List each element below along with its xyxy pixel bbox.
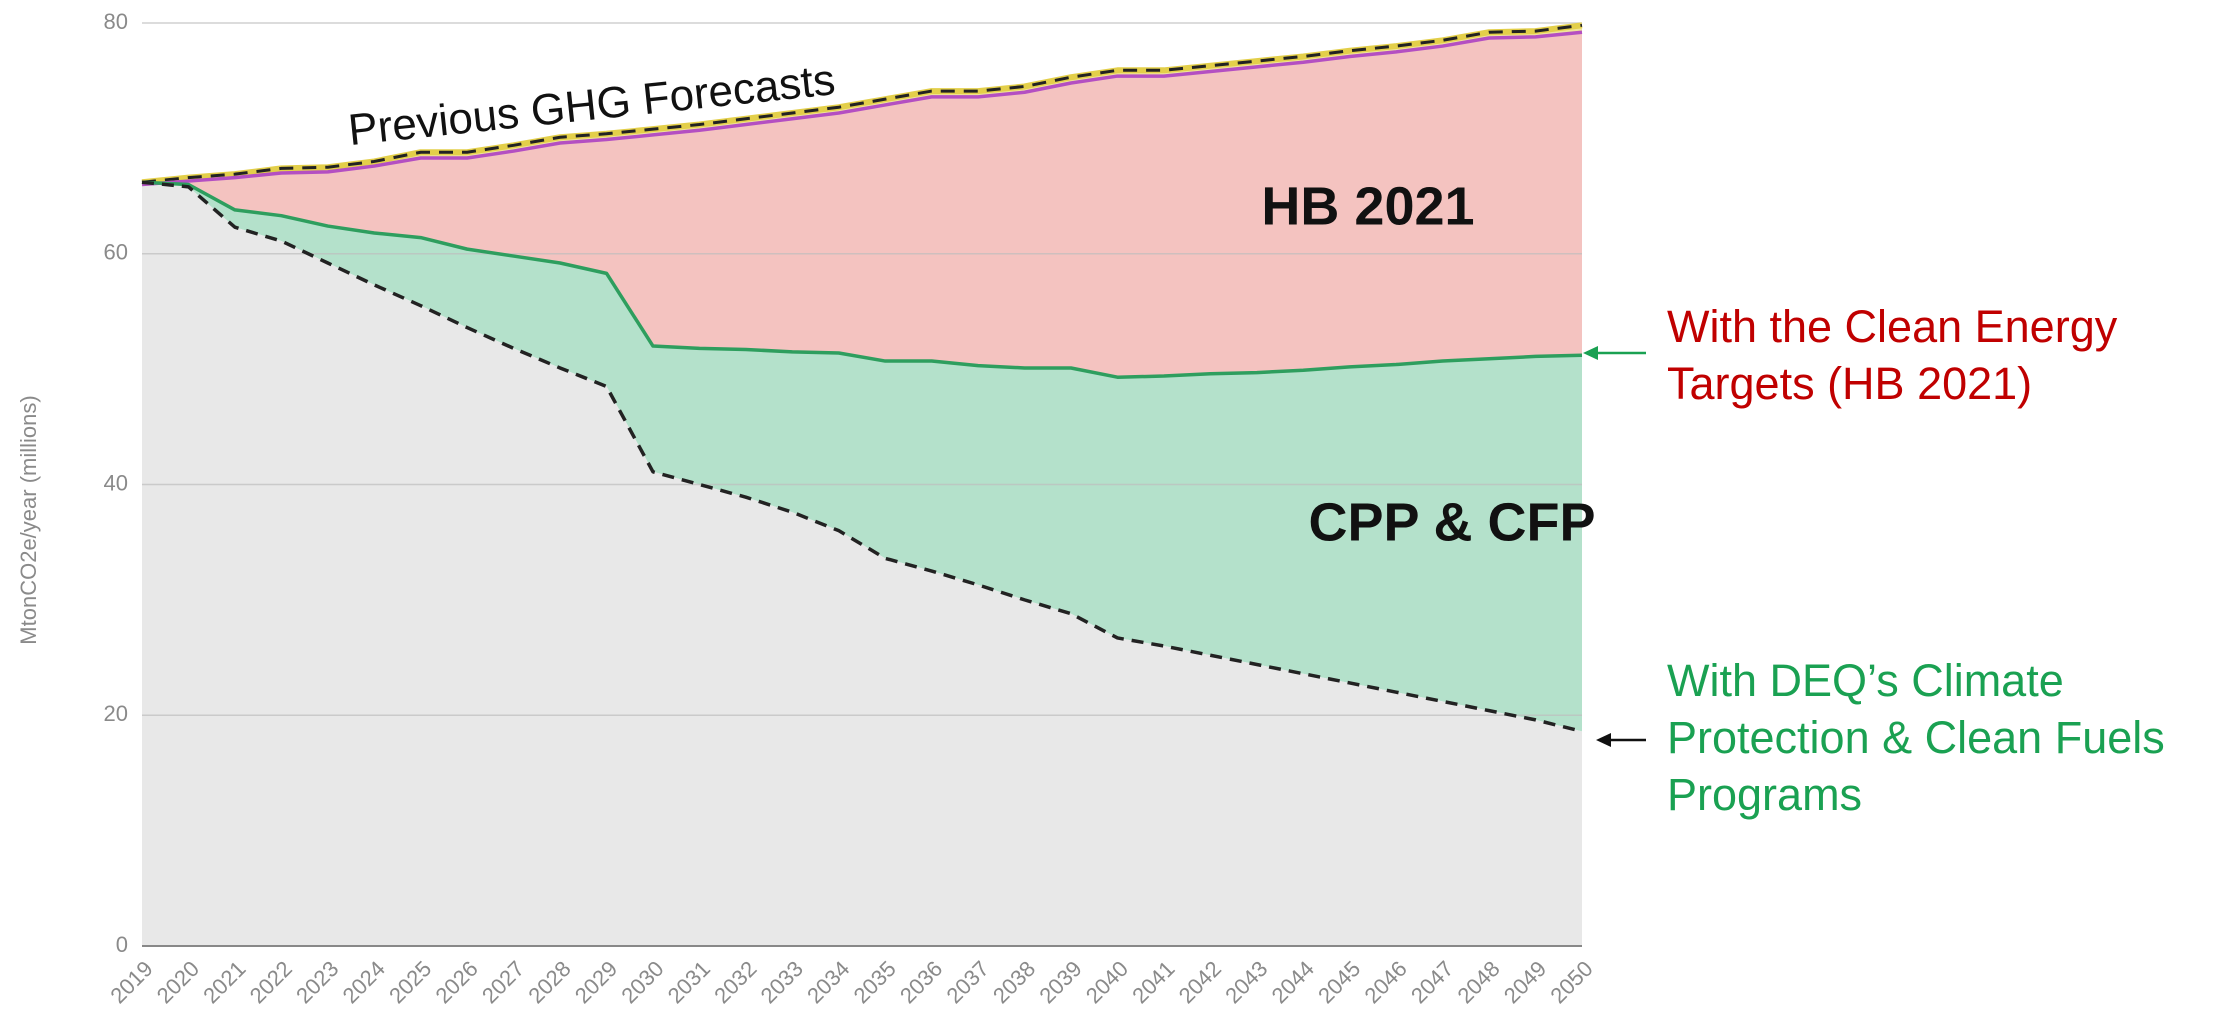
x-tick-label: 2029 <box>570 956 622 1008</box>
annotation: With the Clean Energy <box>1667 301 2118 352</box>
annotation: CPP & CFP <box>1308 492 1595 552</box>
y-tick-label: 80 <box>104 9 128 34</box>
x-tick-label: 2038 <box>988 956 1040 1008</box>
annotation: Protection & Clean Fuels <box>1667 712 2165 763</box>
y-tick-label: 0 <box>116 932 128 957</box>
arrow-head <box>1596 733 1611 747</box>
x-tick-label: 2030 <box>616 956 668 1008</box>
x-tick-label: 2032 <box>709 956 761 1008</box>
x-tick-label: 2025 <box>384 956 436 1008</box>
series-line-dash <box>141 23 1583 184</box>
x-tick-label: 2023 <box>291 956 343 1008</box>
x-tick-label: 2026 <box>431 956 483 1008</box>
x-tick-label: 2044 <box>1267 956 1319 1008</box>
x-tick-label: 2021 <box>198 956 250 1008</box>
annotation: Programs <box>1667 769 1862 820</box>
x-tick-label: 2041 <box>1127 956 1179 1008</box>
x-tick-label: 2033 <box>756 956 808 1008</box>
lines <box>141 22 1583 734</box>
series-line <box>141 180 1583 734</box>
x-tick-label: 2036 <box>895 956 947 1008</box>
x-tick-label: 2034 <box>802 956 854 1008</box>
x-tick-label: 2043 <box>1220 956 1272 1008</box>
x-tick-label: 2040 <box>1081 956 1133 1008</box>
y-tick-label: 60 <box>104 240 128 265</box>
x-tick-label: 2050 <box>1545 956 1597 1008</box>
y-tick-label: 40 <box>104 470 128 495</box>
y-axis-label: MtonCO2e/year (millions) <box>16 395 41 644</box>
x-tick-label: 2024 <box>338 956 390 1008</box>
annotation: With DEQ’s Climate <box>1667 655 2064 706</box>
x-tick-label: 2020 <box>152 956 204 1008</box>
arrow-head <box>1583 346 1598 360</box>
x-tick-label: 2049 <box>1499 956 1551 1008</box>
series-line <box>141 180 1583 379</box>
x-tick-label: 2028 <box>523 956 575 1008</box>
series-line <box>141 30 1583 187</box>
areas <box>142 25 1582 946</box>
x-tick-label: 2031 <box>663 956 715 1008</box>
x-tick-label: 2035 <box>849 956 901 1008</box>
x-tick-label: 2037 <box>941 956 993 1008</box>
x-tick-label: 2042 <box>1174 956 1226 1008</box>
x-tick-label: 2045 <box>1313 956 1365 1008</box>
annotation: HB 2021 <box>1261 176 1474 236</box>
x-tick-label: 2047 <box>1406 956 1458 1008</box>
y-tick-label: 20 <box>104 701 128 726</box>
area-fill <box>142 182 1582 732</box>
x-tick-label: 2046 <box>1360 956 1412 1008</box>
x-tick-label: 2027 <box>477 956 529 1008</box>
x-tick-label: 2039 <box>1034 956 1086 1008</box>
area-fill <box>142 32 1582 378</box>
x-tick-label: 2022 <box>245 956 297 1008</box>
annotation: Targets (HB 2021) <box>1667 358 2032 409</box>
grid <box>142 22 1582 947</box>
x-tick-label: 2019 <box>105 956 157 1008</box>
area-fill <box>142 182 1582 946</box>
x-tick-label: 2048 <box>1452 956 1504 1008</box>
